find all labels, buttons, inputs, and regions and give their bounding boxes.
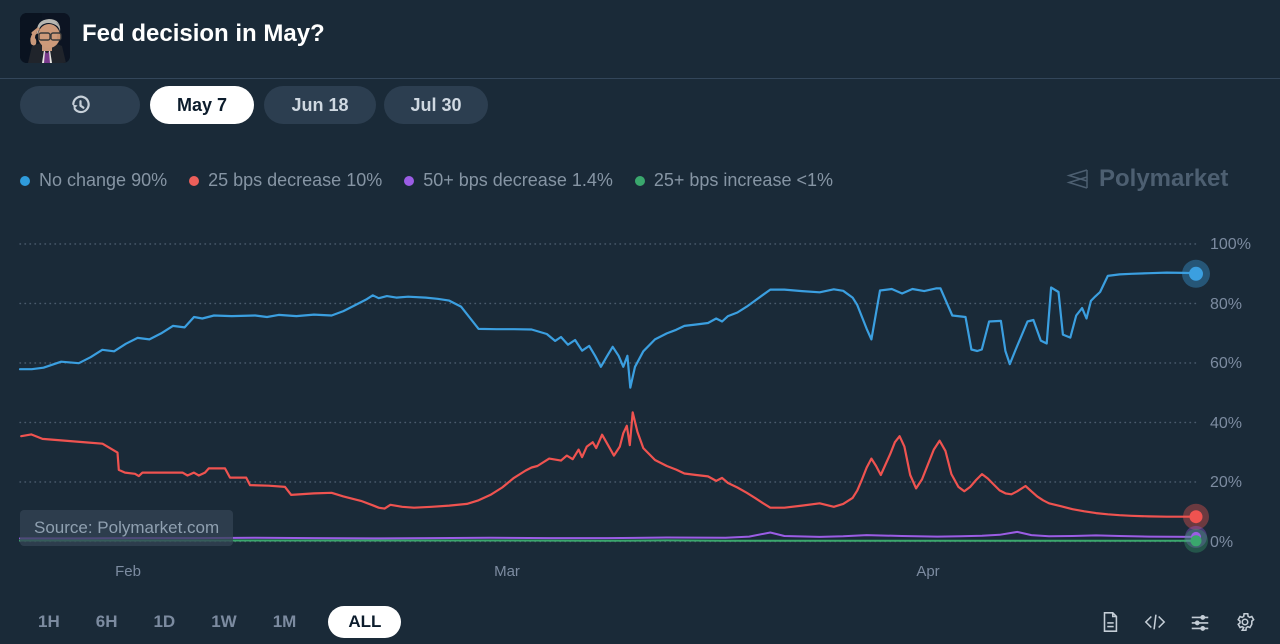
svg-text:80%: 80% — [1210, 296, 1242, 313]
svg-text:Feb: Feb — [115, 563, 141, 580]
svg-text:60%: 60% — [1210, 355, 1242, 372]
svg-text:100%: 100% — [1210, 236, 1251, 253]
svg-text:40%: 40% — [1210, 415, 1242, 432]
svg-text:Mar: Mar — [494, 563, 520, 580]
svg-text:Apr: Apr — [916, 563, 939, 580]
svg-text:20%: 20% — [1210, 474, 1242, 491]
svg-text:0%: 0% — [1210, 534, 1233, 551]
